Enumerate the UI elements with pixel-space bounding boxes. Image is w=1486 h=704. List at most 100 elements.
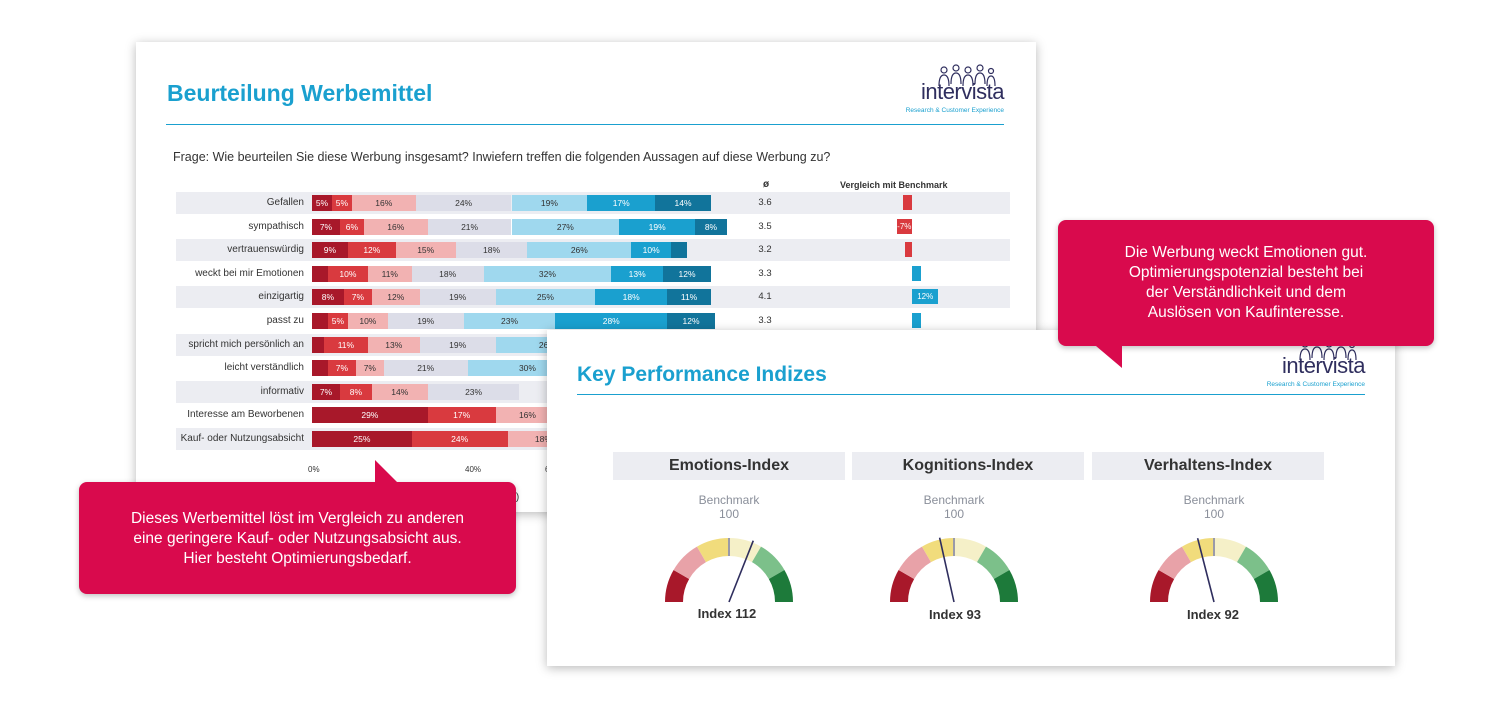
benchmark-bar [912, 313, 921, 328]
bar-segment: 11% [323, 336, 368, 353]
category-label: passt zu [266, 315, 304, 326]
bar-segment: 23% [427, 383, 520, 400]
benchmark-bar: 12% [912, 289, 939, 305]
bar-segment: 5% [331, 195, 352, 211]
bar-segment: 19% [511, 195, 588, 211]
logo-wordmark: intervista [1281, 353, 1366, 378]
bar-segment: 21% [427, 218, 512, 235]
bar-segment: 14% [371, 383, 428, 400]
category-label: Gefallen [266, 197, 304, 208]
bar-segment: 7% [312, 383, 340, 400]
bar-segment [312, 336, 324, 353]
bar-segment: 28% [555, 313, 668, 329]
x-tick-40: 40% [465, 465, 482, 474]
bar-segment: 14% [655, 195, 711, 211]
bar-segment: 7% [312, 218, 340, 235]
category-label: weckt bei mir Emotionen [195, 267, 304, 279]
bar-segment: 11% [367, 265, 412, 282]
category-label: informativ [260, 385, 304, 397]
verhaltens-benchmark-value: 100 [1203, 507, 1225, 521]
kognitions-benchmark-value: 100 [943, 507, 965, 521]
gauge-band [890, 570, 915, 602]
bar-segment: 23% [463, 313, 556, 329]
bar-segment: 5% [327, 313, 348, 329]
gauge-band [1214, 538, 1246, 563]
gauge-band [977, 546, 1010, 579]
verhaltens-gauge [1150, 537, 1278, 603]
callout-pointer [1096, 346, 1122, 368]
bar-segment: 13% [367, 336, 420, 353]
gauge-band [993, 570, 1018, 602]
benchmark-bar [905, 242, 912, 258]
callout-emotions: Die Werbung weckt Emotionen gut. Optimie… [1058, 220, 1434, 368]
bar-segment: 5% [312, 195, 332, 211]
category-label: Kauf- oder Nutzungsabsicht [180, 433, 304, 444]
bar-segment: 21% [383, 360, 468, 377]
category-label: Interesse am Beworbenen [187, 409, 304, 421]
verhaltens-benchmark-label: Benchmark [1183, 493, 1245, 507]
category-label: sympathisch [248, 220, 304, 232]
slide1-title: Beurteilung Werbemittel [167, 80, 433, 106]
callout-left-line-1: Dieses Werbemittel löst im Vergleich zu … [130, 510, 465, 527]
avg-header: ø [762, 179, 770, 190]
title-rule [577, 394, 1365, 395]
gauge-band [1182, 538, 1214, 563]
gauge-band [752, 546, 785, 579]
kognitions-gauge [890, 537, 1018, 603]
benchmark-bar: -7% [896, 218, 912, 234]
intervista-logo: intervista Research & Customer Experienc… [894, 64, 1005, 114]
gauge-band [954, 538, 986, 563]
bar-segment: 16% [495, 407, 560, 424]
bar-segment: 26% [527, 242, 632, 259]
bar-segment: 10% [347, 313, 388, 329]
bar-segment: 19% [419, 289, 496, 306]
benchmark-bar [912, 265, 921, 281]
gauge-band [898, 546, 931, 579]
bar-segment: 13% [611, 265, 664, 282]
bar-segment: 11% [667, 289, 711, 306]
callout-pointer [375, 460, 397, 482]
callout-right-line-4: Auslösen von Kaufinteresse. [1147, 304, 1345, 321]
bar-segment: 24% [415, 195, 512, 211]
bar-segment: 10% [327, 265, 368, 282]
bar-segment [312, 265, 328, 282]
benchmark-bar [903, 195, 912, 210]
bar-segment: 17% [587, 195, 656, 211]
bar-segment [312, 313, 328, 329]
bar-segment: 10% [631, 242, 672, 259]
bar-segment: 12% [371, 289, 420, 306]
verhaltens-index-title: Verhaltens-Index [1092, 452, 1324, 480]
callout-left-line-2: eine geringere Kauf- oder Nutzungsabsich… [133, 530, 462, 547]
average-value: 3.6 [758, 197, 772, 208]
bar-segment [671, 242, 688, 259]
kpi-slide: Key Performance Indizes intervista Resea… [547, 330, 1395, 666]
gauge-needle [1196, 537, 1215, 603]
bar-segment: 12% [663, 265, 711, 282]
bar-segment: 16% [351, 195, 416, 211]
category-label: einzigartig [258, 291, 304, 303]
average-value: 3.5 [758, 220, 772, 232]
gauge-band [673, 546, 706, 579]
bar-segment: 18% [455, 242, 528, 259]
bar-segment: 6% [339, 218, 364, 235]
bar-segment: 18% [595, 289, 668, 306]
bar-segment: 12% [667, 313, 715, 329]
logo-wordmark: intervista [920, 79, 1005, 104]
x-tick-0: 0% [308, 465, 320, 474]
bar-segment: 15% [395, 242, 456, 259]
bar-segment: 16% [363, 218, 428, 235]
bar-segment: 32% [483, 265, 612, 282]
gauge-band [665, 570, 690, 602]
gauge-band [768, 570, 793, 602]
bar-segment: 17% [427, 407, 496, 424]
bar-segment: 25% [495, 289, 596, 306]
callout-left-line-3: Hier besteht Optimierungsbedarf. [183, 550, 412, 567]
benchmark-header: Vergleich mit Benchmark [840, 180, 948, 190]
callout-purchase-intent: Dieses Werbemittel löst im Vergleich zu … [79, 460, 516, 594]
bar-segment: 7% [355, 360, 384, 377]
bar-segment: 29% [312, 407, 428, 424]
bar-segment: 7% [327, 360, 356, 377]
kognitions-benchmark-label: Benchmark [923, 493, 985, 507]
survey-question: Frage: Wie beurteilen Sie diese Werbung … [173, 150, 831, 164]
kognitions-index-title: Kognitions-Index [852, 452, 1084, 480]
